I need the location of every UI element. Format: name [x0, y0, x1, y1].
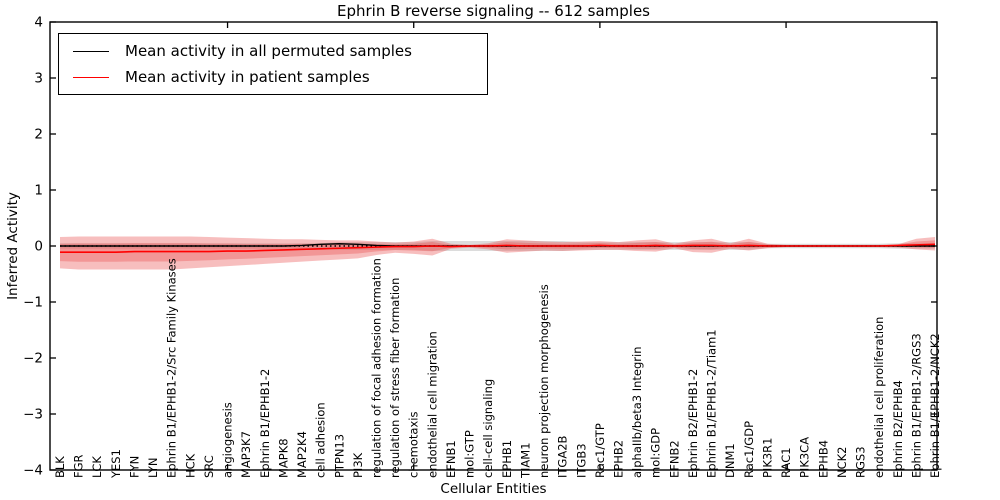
x-tick-label: Ephrin B1/EPHB1-2/Tiam1 [705, 329, 719, 478]
x-tick-label: SRC [202, 455, 216, 478]
x-tick-label: neuron projection morphogenesis [537, 284, 551, 478]
x-tick-label: cell-cell signaling [481, 379, 495, 478]
x-tick-label: mol:GTP [463, 430, 477, 478]
legend-label-permuted: Mean activity in all permuted samples [125, 42, 412, 60]
x-tick-label: regulation of stress fiber formation [388, 278, 402, 478]
x-tick-label: angiogenesis [221, 402, 235, 478]
x-tick-label: LCK [90, 456, 104, 478]
legend-item-permuted: Mean activity in all permuted samples [73, 42, 487, 60]
x-tick-label: EPHB2 [612, 440, 626, 478]
x-tick-label: EPHB1 [500, 440, 514, 478]
x-tick-label: regulation of focal adhesion formation [369, 258, 383, 478]
x-tick-label: RGS3 [854, 446, 868, 478]
x-tick-label: endothelial cell proliferation [872, 317, 886, 478]
x-tick-label: EFNB2 [667, 440, 681, 478]
x-tick-label: endothelial cell migration [425, 331, 439, 478]
patient-line-swatch [73, 76, 109, 78]
x-tick-label: NCK2 [835, 447, 849, 479]
x-tick-label: cell adhesion [314, 402, 328, 478]
y-tick-label: 3 [34, 71, 43, 87]
legend-label-patient: Mean activity in patient samples [125, 68, 370, 86]
legend-box: Mean activity in all permuted samples Me… [58, 33, 488, 95]
x-tick-label: Ephrin B2/EPHB4 [891, 380, 905, 478]
x-tick-label: EPHB4 [816, 440, 830, 478]
x-tick-label: TIAM1 [518, 442, 532, 479]
x-tick-label: Ephrin B1/EPHB1-2/RGS3 [909, 333, 923, 478]
chart-title: Ephrin B reverse signaling -- 612 sample… [336, 2, 650, 20]
x-tick-label: mol:GDP [649, 428, 663, 478]
permuted-line-swatch [73, 50, 109, 52]
x-tick-label: Ephrin B1/EPHB1-2 [258, 369, 272, 478]
y-tick-label: 2 [34, 127, 43, 143]
x-axis-label: Cellular Entities [440, 481, 547, 497]
x-tick-label: PTPN13 [332, 434, 346, 478]
x-tick-label: Rac1/GDP [742, 421, 756, 478]
y-tick-label: −4 [23, 463, 43, 479]
x-tick-label: DNM1 [723, 443, 737, 478]
x-tick-label: ITGB3 [574, 443, 588, 478]
x-tick-label: ITGA2B [556, 435, 570, 478]
x-tick-label: BLK [53, 456, 67, 478]
x-tick-label: PI3K [351, 452, 365, 478]
y-tick-label: −3 [23, 407, 43, 423]
x-tick-label: Ephrin B1/EPHB1-2/NCK2 [928, 333, 942, 478]
x-tick-label: alphaIIb/beta3 Integrin [630, 346, 644, 478]
y-tick-label: 1 [34, 183, 43, 199]
x-tick-label: EFNB1 [444, 440, 458, 478]
x-tick-label: RAC1 [779, 447, 793, 478]
y-axis-label: Inferred Activity [5, 192, 21, 300]
y-tick-label: −2 [23, 351, 43, 367]
x-tick-label: YES1 [109, 449, 123, 479]
x-tick-label: MAP3K7 [239, 431, 253, 478]
x-tick-label: Rac1/GTP [593, 423, 607, 478]
y-tick-label: 4 [34, 15, 43, 31]
patient-mean-line [60, 243, 936, 253]
x-tick-label: FGR [72, 454, 86, 478]
legend-item-patient: Mean activity in patient samples [73, 68, 487, 86]
x-tick-label: LYN [146, 457, 160, 478]
x-tick-label: PIK3R1 [760, 438, 774, 479]
x-tick-label: MAPK8 [276, 438, 290, 478]
x-tick-label: Ephrin B1/EPHB1-2/Src Family Kinases [165, 258, 179, 478]
x-tick-label: chemotaxis [407, 412, 421, 478]
y-tick-label: −1 [23, 295, 43, 311]
patient-band-outer [60, 236, 935, 270]
x-tick-label: MAP2K4 [295, 431, 309, 478]
x-tick-label: PIK3CA [798, 437, 812, 478]
x-tick-label: FYN [127, 456, 141, 478]
x-tick-label: Ephrin B2/EPHB1-2 [686, 369, 700, 478]
y-tick-label: 0 [34, 239, 43, 255]
x-tick-label: HCK [183, 453, 197, 478]
